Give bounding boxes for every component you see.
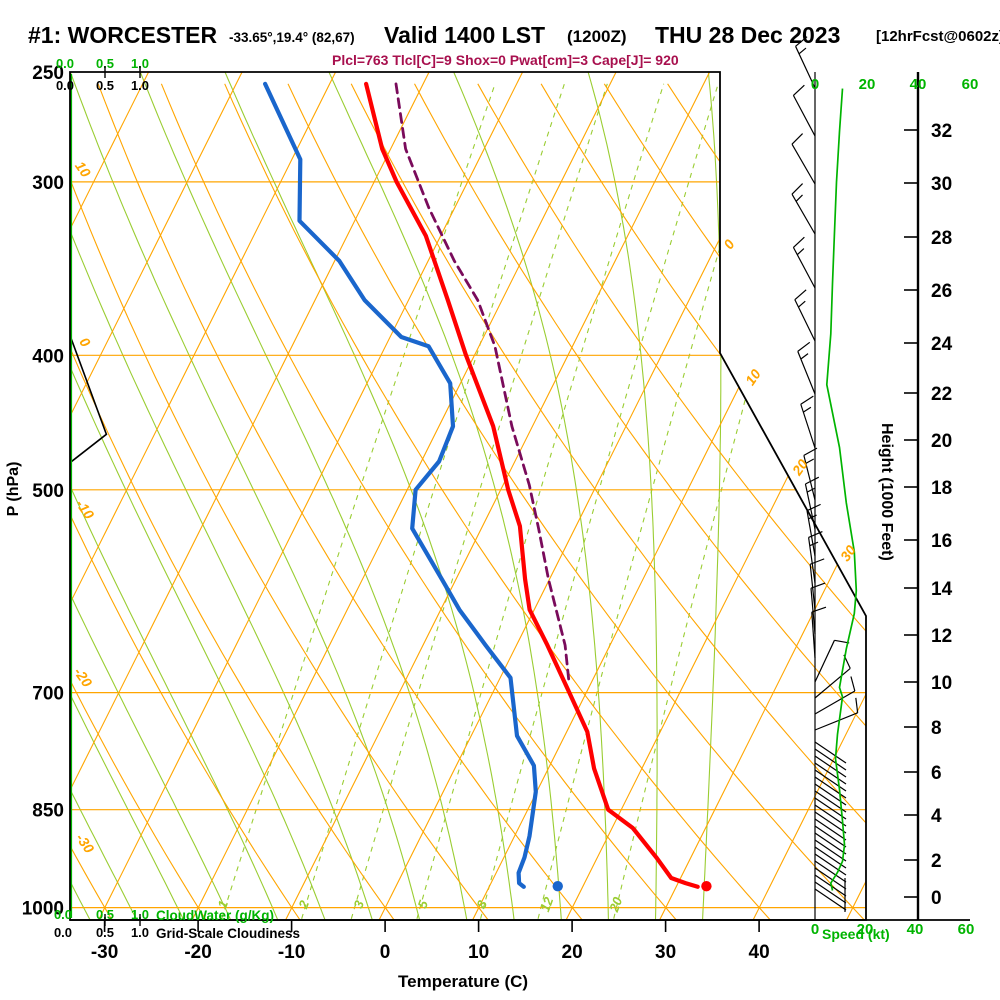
svg-text:0.0: 0.0	[56, 56, 74, 71]
svg-text:14: 14	[931, 579, 953, 600]
svg-text:3: 3	[350, 898, 367, 911]
svg-text:500: 500	[32, 481, 64, 502]
svg-text:24: 24	[931, 334, 953, 355]
svg-text:40: 40	[749, 942, 770, 963]
svg-text:1000: 1000	[22, 899, 64, 920]
svg-text:0.5: 0.5	[96, 78, 114, 93]
station-coordinates: -33.65°,19.4° (82,67)	[229, 30, 355, 45]
svg-text:1.0: 1.0	[131, 925, 149, 940]
svg-text:0.0: 0.0	[56, 78, 74, 93]
svg-text:1.0: 1.0	[131, 56, 149, 71]
svg-text:30: 30	[655, 942, 676, 963]
svg-text:20: 20	[859, 76, 876, 93]
svg-text:12: 12	[537, 894, 556, 913]
svg-text:8: 8	[931, 718, 942, 739]
svg-text:0: 0	[811, 76, 819, 93]
svg-text:10: 10	[742, 366, 764, 388]
pressure-axis-title: P (hPa)	[5, 461, 22, 517]
surface-temperature-dot	[701, 880, 712, 892]
svg-text:2: 2	[931, 851, 942, 872]
svg-text:300: 300	[32, 173, 64, 194]
svg-text:32: 32	[931, 121, 952, 142]
svg-text:40: 40	[907, 921, 924, 938]
svg-text:-10: -10	[278, 942, 305, 963]
svg-text:26: 26	[931, 281, 952, 302]
svg-text:4: 4	[931, 806, 942, 827]
svg-text:20: 20	[788, 456, 811, 479]
svg-text:-30: -30	[73, 830, 98, 856]
svg-text:20: 20	[931, 431, 952, 452]
svg-text:30: 30	[837, 542, 859, 564]
valid-time: Valid 1400 LST	[384, 22, 546, 48]
svg-text:0: 0	[720, 236, 738, 252]
wind-speed-profile	[825, 88, 858, 891]
svg-text:0: 0	[76, 334, 94, 350]
cloudwater-axis-title: CloudWater (g/Kg)	[156, 908, 274, 923]
svg-text:10: 10	[468, 942, 489, 963]
svg-text:0.0: 0.0	[54, 925, 72, 940]
svg-text:10: 10	[72, 158, 94, 180]
svg-text:0.0: 0.0	[54, 907, 72, 922]
svg-text:20: 20	[857, 921, 874, 938]
svg-text:22: 22	[931, 384, 952, 405]
svg-text:2: 2	[295, 898, 312, 912]
svg-text:6: 6	[931, 763, 942, 784]
svg-text:20: 20	[606, 894, 626, 914]
svg-text:40: 40	[910, 76, 927, 93]
svg-text:10: 10	[931, 673, 952, 694]
svg-text:0: 0	[931, 888, 942, 909]
temperature-curve	[364, 81, 700, 889]
svg-text:-30: -30	[91, 942, 118, 963]
dry-adiabat-lines	[70, 83, 866, 920]
isotherm-lines	[70, 72, 866, 920]
valid-time-z: (1200Z)	[567, 27, 627, 46]
x-axis-title: Temperature (C)	[398, 972, 529, 991]
svg-text:0: 0	[380, 942, 391, 963]
temperature-axis: -30 -20 -10 0 10 20 30 40	[70, 919, 970, 963]
wind-barbs	[791, 36, 859, 920]
svg-text:-20: -20	[71, 664, 96, 690]
svg-text:1.0: 1.0	[131, 78, 149, 93]
svg-text:8: 8	[473, 898, 490, 911]
valid-date: THU 28 Dec 2023	[655, 22, 841, 48]
svg-text:30: 30	[931, 174, 952, 195]
sounding-parameters: Plcl=763 Tlcl[C]=9 Shox=0 Pwat[cm]=3 Cap…	[332, 52, 679, 68]
svg-text:60: 60	[962, 76, 979, 93]
svg-text:0.5: 0.5	[96, 925, 114, 940]
speed-axis-title: Speed (kt)	[822, 926, 890, 942]
dewpoint-curve	[263, 81, 538, 889]
svg-text:0.5: 0.5	[96, 56, 114, 71]
svg-text:700: 700	[32, 684, 64, 705]
forecast-tag: [12hrFcst@0602z]	[876, 28, 1000, 45]
svg-text:16: 16	[931, 531, 952, 552]
svg-text:60: 60	[958, 921, 975, 938]
svg-text:28: 28	[931, 228, 952, 249]
cloudiness-profile	[70, 335, 108, 464]
svg-text:250: 250	[32, 63, 64, 84]
parcel_ascent-curve	[394, 82, 571, 684]
surface-dewpoint-dot	[552, 880, 563, 892]
svg-text:18: 18	[931, 478, 952, 499]
station-title: #1: WORCESTER	[28, 22, 218, 48]
height-axis-title: Height (1000 Feet)	[878, 423, 895, 561]
svg-text:12: 12	[931, 626, 952, 647]
svg-text:20: 20	[562, 942, 583, 963]
isobar-lines	[70, 181, 866, 909]
mixing-ratio-lines	[218, 83, 833, 920]
svg-text:0: 0	[811, 921, 819, 938]
pressure-axis: 250 300 400 500 700 850 1000	[22, 63, 64, 920]
svg-text:1: 1	[214, 898, 231, 910]
svg-text:-20: -20	[184, 942, 211, 963]
svg-text:400: 400	[32, 346, 64, 367]
plot-area	[70, 72, 866, 920]
cloud-scales: 0.00.00.00.00.50.50.50.51.01.01.01.0	[54, 56, 149, 940]
cloudiness-axis-title: Grid-Scale Cloudiness	[156, 926, 301, 941]
svg-text:850: 850	[32, 801, 64, 822]
